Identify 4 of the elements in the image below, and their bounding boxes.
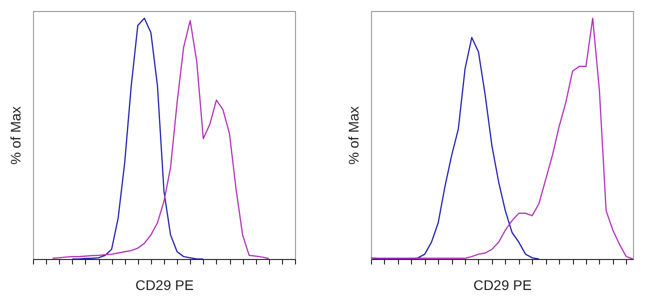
y-axis-title: % of Max <box>8 106 24 165</box>
x-axis-title: CD29 PE <box>135 277 194 293</box>
x-axis-title: CD29 PE <box>473 277 532 293</box>
y-axis-title: % of Max <box>346 106 362 165</box>
